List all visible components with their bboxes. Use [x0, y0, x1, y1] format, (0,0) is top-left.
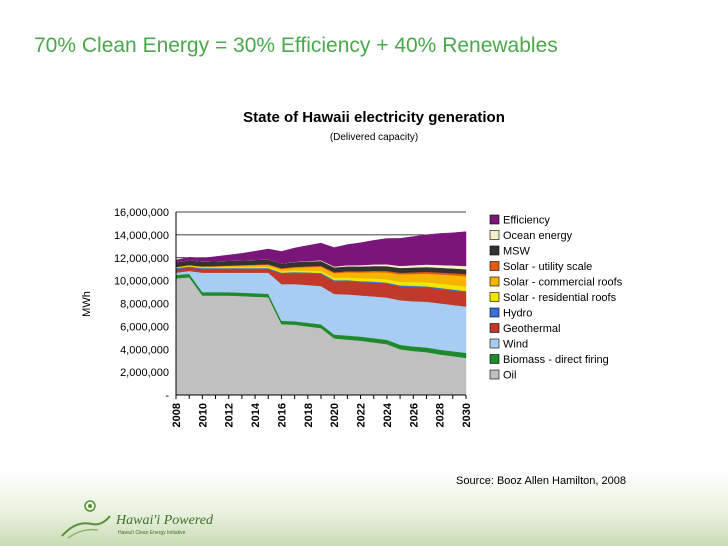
legend-label: Biomass - direct firing [503, 354, 609, 366]
legend-label: Solar - utility scale [503, 261, 592, 273]
legend-label: Solar - commercial roofs [503, 277, 623, 289]
area-layer [175, 231, 467, 396]
legend-label: Hydro [503, 308, 532, 320]
y-tick-label: 10,000,000 [114, 276, 169, 288]
legend-label: Geothermal [503, 323, 560, 335]
y-axis-label: MWh [81, 291, 93, 317]
x-tick-label: 2026 [408, 403, 420, 427]
chart-subtitle: (Delivered capacity) [330, 132, 418, 143]
area-series-10 [175, 231, 467, 267]
x-tick-label: 2012 [224, 403, 236, 427]
legend-swatch [489, 245, 500, 256]
legend-swatch [489, 261, 500, 271]
legend-label: MSW [503, 246, 531, 258]
source-note: Source: Booz Allen Hamilton, 2008 [456, 475, 626, 487]
y-tick-label: 6,000,000 [120, 321, 169, 333]
logo-text: Hawai'i Powered [115, 513, 214, 528]
legend-label: Solar - residential roofs [503, 292, 617, 304]
x-tick-label: 2014 [250, 402, 262, 427]
y-tick-label: 12,000,000 [114, 253, 169, 265]
logo-mark-icon [61, 500, 111, 539]
legend-label: Efficiency [503, 215, 550, 227]
legend-swatch [489, 307, 500, 318]
legend: Efficiency Ocean energy MSW Solar - utility… [489, 214, 623, 382]
y-tick-label: - [165, 390, 169, 402]
legend-swatch [489, 323, 500, 333]
slide-title: 70% Clean Energy = 30% Efficiency + 40% … [34, 34, 558, 57]
x-tick-label: 2010 [197, 403, 209, 427]
x-tick-label: 2030 [461, 403, 473, 427]
legend-swatch [489, 230, 500, 240]
legend-label: Ocean energy [503, 230, 573, 242]
y-tick-label: 2,000,000 [120, 367, 169, 379]
x-tick-label: 2024 [382, 402, 394, 427]
x-tick-label: 2028 [435, 403, 447, 427]
legend-label: Wind [503, 339, 528, 351]
legend-swatch [489, 338, 500, 349]
y-tick-label: 4,000,000 [120, 344, 169, 356]
chart-title: State of Hawaii electricity generation [243, 109, 505, 126]
y-tick-label: 14,000,000 [114, 230, 169, 242]
legend-swatch [489, 292, 500, 302]
axis-layer: - 2,000,000 4,000,000 6,000,000 8,000,000 10,… [114, 207, 473, 427]
x-tick-label: 2022 [356, 403, 368, 427]
x-tick-label: 2008 [171, 403, 183, 427]
footer-band [0, 470, 728, 546]
y-tick-label: 16,000,000 [114, 207, 169, 219]
logo-tagline: Hawai'i Clean Energy Initiative [118, 530, 186, 536]
hawaii-powered-logo: Hawai'i Powered Hawai'i Clean Energy Ini… [61, 500, 214, 539]
legend-label: Oil [503, 370, 516, 382]
x-tick-label: 2018 [303, 403, 315, 427]
legend-swatch [489, 214, 500, 225]
y-tick-label: 8,000,000 [120, 299, 169, 311]
legend-swatch [489, 369, 500, 380]
legend-swatch [489, 354, 500, 364]
x-tick-label: 2020 [329, 403, 341, 427]
electricity-generation-chart: State of Hawaii electricity generation (… [81, 109, 623, 427]
x-tick-label: 2016 [276, 403, 288, 427]
legend-swatch [489, 276, 500, 287]
